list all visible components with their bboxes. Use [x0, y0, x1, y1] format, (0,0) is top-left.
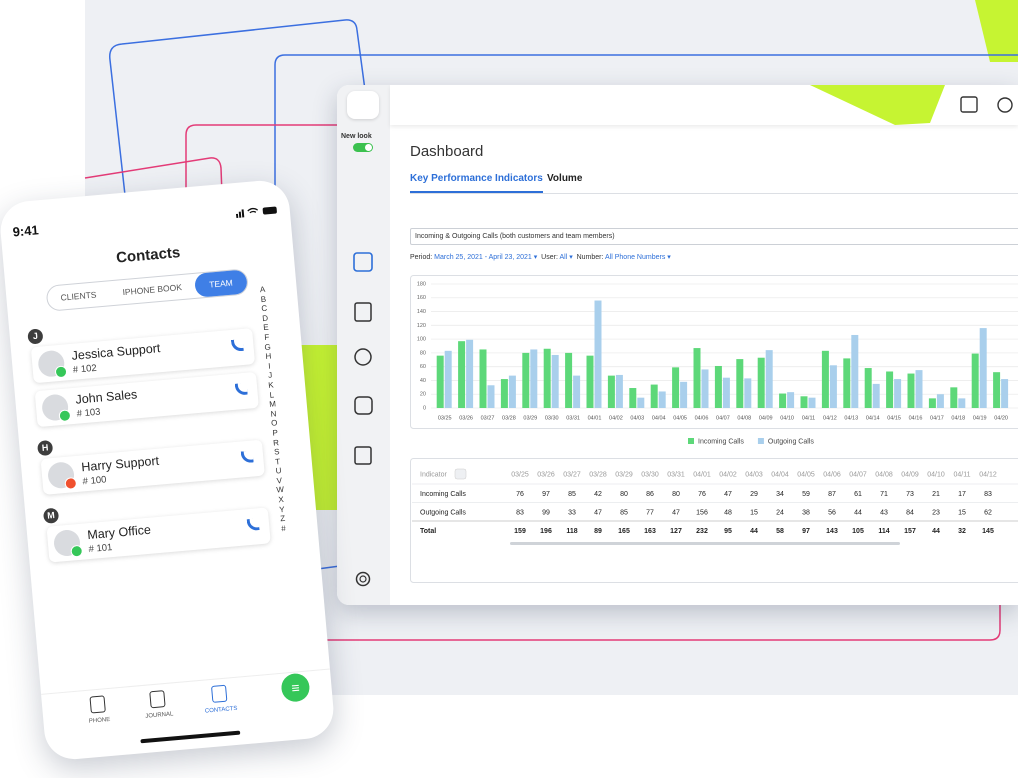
contacts-icon[interactable] [354, 302, 372, 322]
nav-label: JOURNAL [145, 711, 174, 720]
top-bar [390, 85, 1018, 125]
contact-card[interactable]: Mary Office # 101 [46, 507, 271, 563]
filter-label: Period: [410, 254, 433, 261]
nav-icon [149, 690, 166, 709]
section-badge: J [27, 328, 44, 345]
top-bar-art [810, 85, 1013, 125]
filter-value[interactable]: March 25, 2021 - April 23, 2021 [434, 254, 537, 261]
filter-label: Number: [576, 254, 604, 261]
settings-icon[interactable] [997, 97, 1013, 113]
help-icon[interactable] [355, 571, 371, 587]
filters: Period: March 25, 2021 - April 23, 2021 … [410, 253, 671, 261]
nav-icon [210, 684, 228, 703]
contact-ext: # 100 [82, 474, 107, 488]
contact-list: J Jessica Support # 102 John Sales # 103 H Har… [0, 182, 289, 682]
filter-value[interactable]: All [559, 254, 572, 261]
filter-label: User: [541, 254, 558, 261]
sidebar-icons [353, 252, 373, 465]
calls-icon[interactable] [354, 396, 373, 415]
numbers-icon[interactable] [354, 446, 372, 465]
call-button[interactable] [230, 338, 244, 352]
contact-ext: # 102 [72, 362, 98, 376]
contact-name: Jessica Support [71, 341, 161, 363]
contact-name: Mary Office [86, 522, 152, 543]
status-dot [54, 365, 68, 379]
index-letter[interactable]: # [280, 523, 287, 534]
contact-name: John Sales [74, 387, 138, 407]
logo[interactable] [347, 91, 379, 119]
section-badge: M [42, 507, 60, 524]
section-badge: H [36, 439, 54, 457]
call-button[interactable] [240, 450, 254, 464]
call-button[interactable] [234, 382, 248, 396]
toggle-label: New look [341, 133, 372, 140]
nav-label: CONTACTS [204, 705, 238, 715]
contact-name: Harry Support [80, 453, 160, 475]
status-dot [64, 476, 78, 490]
reports-icon[interactable] [960, 96, 978, 113]
nav-label: PHONE [88, 716, 111, 725]
filter-value[interactable]: All Phone Numbers [605, 254, 671, 261]
page-title: Dashboard [410, 143, 484, 160]
nav-icon [89, 695, 106, 714]
dashboard-window: New look Dashboard Key Performance Indic… [337, 85, 1018, 605]
tab[interactable]: Volume [547, 173, 583, 184]
calendar-icon[interactable] [353, 252, 373, 272]
call-button[interactable] [246, 518, 260, 532]
contact-ext: # 101 [88, 542, 113, 556]
report-selector[interactable]: Incoming & Outgoing Calls (both customer… [410, 228, 1018, 245]
contact-ext: # 103 [76, 406, 101, 420]
status-icons [235, 206, 277, 219]
status-dot [70, 544, 84, 558]
nav-item[interactable]: JOURNAL [129, 688, 188, 733]
support-icon[interactable] [354, 348, 372, 366]
toggle[interactable] [353, 143, 373, 152]
contact-card[interactable]: Harry Support # 100 [40, 439, 265, 495]
tab-active[interactable]: Key Performance Indicators [410, 173, 543, 193]
nav-item[interactable]: PHONE [70, 693, 129, 738]
sidebar: New look [337, 85, 390, 605]
tab-divider [410, 193, 1018, 194]
status-dot [58, 409, 72, 423]
nav-item[interactable]: CONTACTS [191, 683, 250, 728]
